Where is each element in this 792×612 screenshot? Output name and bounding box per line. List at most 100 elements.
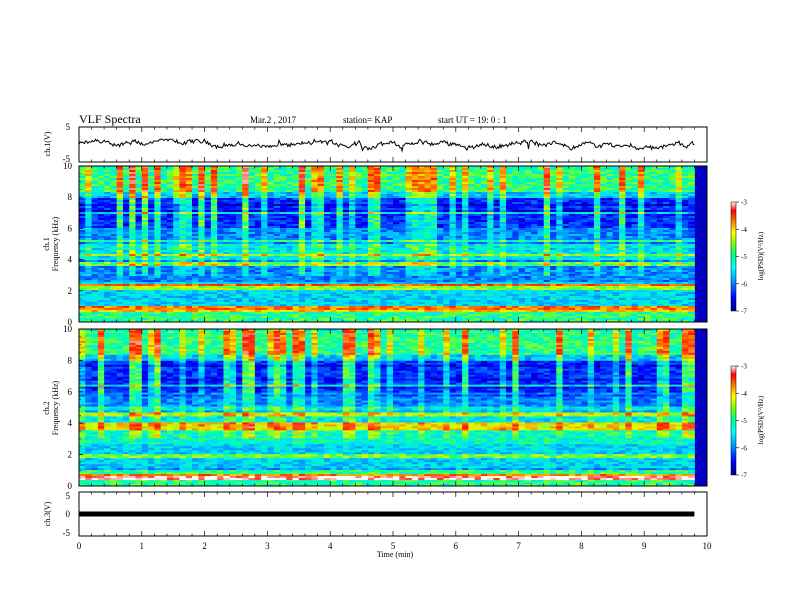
spectrogram-cell: [550, 166, 557, 169]
spectrogram-cell: [474, 184, 482, 187]
spectrogram-cell: [418, 180, 425, 183]
spectrogram-cell: [160, 178, 168, 181]
spectrogram-cell: [499, 176, 507, 179]
spectrogram-cell: [550, 210, 557, 213]
spectrogram-cell: [336, 176, 344, 179]
spectrogram-cell: [210, 172, 218, 175]
spectrogram-cell: [455, 200, 463, 203]
spectrogram-cell: [631, 196, 639, 199]
spectrogram-cell: [399, 200, 406, 203]
spectrogram-cell: [506, 208, 513, 211]
spectrogram-cell: [474, 206, 482, 209]
spectrogram-cell: [619, 166, 626, 169]
spectrogram-cell: [242, 190, 249, 193]
spectrogram-cell: [543, 176, 551, 179]
spectrogram-cell: [512, 184, 519, 187]
spectrogram-cell: [575, 176, 582, 179]
spectrogram-cell: [367, 210, 375, 213]
spectrogram-cell: [430, 170, 438, 173]
spectrogram-cell: [637, 202, 645, 205]
ch1-ytick-bottom: -5: [63, 154, 71, 164]
spectrogram-cell: [248, 180, 256, 183]
spectrogram-cell: [656, 184, 664, 187]
spectrogram-cell: [141, 198, 149, 201]
spectrogram-cell: [122, 210, 130, 213]
spectrogram-cell: [581, 204, 589, 207]
spectrogram-cell: [317, 196, 325, 199]
spectrogram-cell: [185, 172, 193, 175]
spectrogram-cell: [210, 174, 218, 177]
spectrogram-cell: [279, 186, 287, 189]
spectrogram-cell: [223, 166, 231, 169]
spectrogram-cell: [160, 170, 168, 173]
spectrogram-cell: [625, 188, 633, 191]
spectrogram-cell: [644, 196, 651, 199]
spectrogram-cell: [330, 196, 337, 199]
spectrogram-cell: [524, 182, 532, 185]
spectrogram-cell: [141, 188, 149, 191]
spectrogram-cell: [587, 186, 595, 189]
spectrogram-cell: [688, 166, 695, 169]
spectrogram-cell: [179, 180, 187, 183]
spectrogram-cell: [612, 192, 620, 195]
spectrogram-cell: [242, 194, 249, 197]
spectrogram-cell: [663, 202, 670, 205]
spectrogram-cell: [625, 202, 633, 205]
spectrogram-cell: [148, 172, 155, 175]
spectrogram-cell: [330, 212, 337, 215]
spectrogram-cell: [323, 190, 331, 193]
spectrogram-cell: [606, 196, 614, 199]
spectrogram-cell: [587, 166, 595, 169]
spectrogram-cell: [198, 190, 205, 193]
spectrogram-cell: [637, 204, 645, 207]
spectrogram-cell: [148, 190, 155, 193]
spectrogram-cell: [512, 180, 519, 183]
spectrogram-cell: [254, 166, 262, 169]
spectrogram-cell: [330, 192, 337, 195]
spectrogram-cell: [593, 194, 601, 197]
spectrogram-cell: [650, 174, 658, 177]
spectrogram-cell: [430, 192, 438, 195]
spectrogram-cell: [518, 188, 526, 191]
spectrogram-cell: [518, 192, 526, 195]
spectrogram-cell: [217, 200, 224, 203]
spectrogram-cell: [650, 194, 658, 197]
spectrogram-cell: [380, 200, 388, 203]
spectrogram-cell: [480, 176, 488, 179]
spectrogram-cell: [512, 178, 519, 181]
spectrogram-cell: [198, 202, 205, 205]
spectrogram-cell: [430, 206, 438, 209]
spectrogram-cell: [292, 188, 300, 191]
spectrogram-cell: [443, 180, 450, 183]
spectrogram-cell: [418, 190, 425, 193]
spectrogram-cell: [405, 210, 413, 213]
spectrogram-cell: [198, 200, 205, 203]
spectrogram-cell: [248, 174, 256, 177]
spectrogram-cell: [493, 172, 501, 175]
spectrogram-cell: [116, 174, 124, 177]
spectrogram-cell: [342, 178, 350, 181]
spectrogram-cell: [229, 186, 237, 189]
spectrogram-cell: [374, 180, 381, 183]
spectrogram-cell: [663, 198, 670, 201]
spectrogram-cell: [524, 194, 532, 197]
spectrogram-cell: [493, 166, 501, 169]
spectrogram-cell: [116, 204, 124, 207]
spectrogram-cell: [575, 206, 582, 209]
spectrogram-cell: [204, 176, 212, 179]
spectrogram-cell: [217, 210, 224, 213]
spectrogram-cell: [612, 194, 620, 197]
spectrogram-cell: [166, 200, 174, 203]
spectrogram-cell: [97, 174, 105, 177]
spectrogram-cell: [581, 196, 589, 199]
spectrogram-cell: [399, 174, 406, 177]
spectrogram-cell: [537, 206, 545, 209]
spectrogram-cell: [129, 204, 136, 207]
spectrogram-cell: [575, 178, 582, 181]
spectrogram-cell: [204, 210, 212, 213]
spectrogram-cell: [663, 184, 670, 187]
spectrogram-cell: [506, 166, 513, 169]
spectrogram-cell: [663, 204, 670, 207]
spectrogram-cell: [619, 176, 626, 179]
spectrogram-cell: [443, 190, 450, 193]
